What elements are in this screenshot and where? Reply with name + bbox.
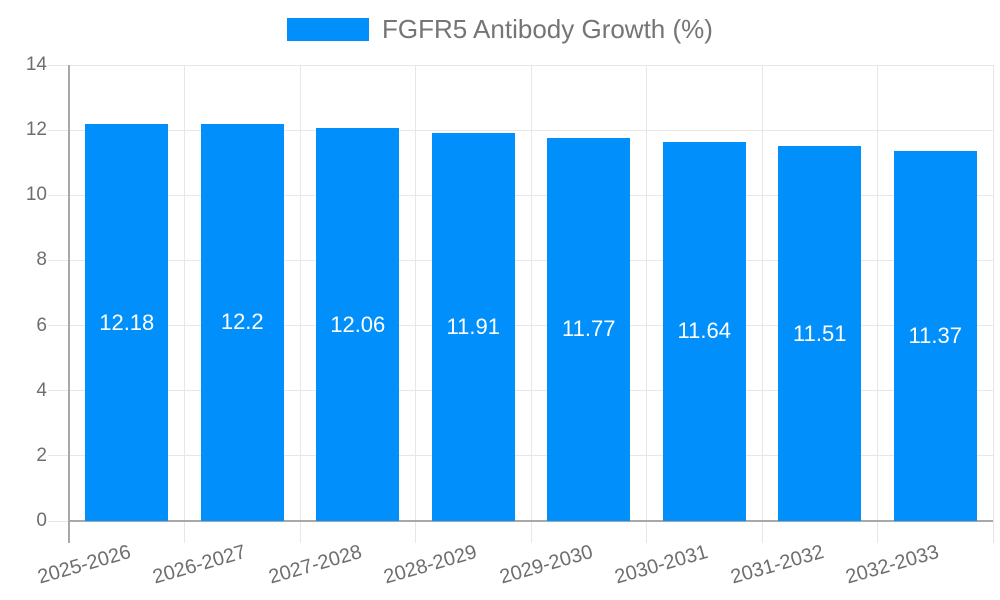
bar-2028-2029 xyxy=(431,133,515,521)
bar-2026-2027 xyxy=(200,123,284,521)
y-tick-label: 0 xyxy=(36,510,47,531)
bar-2027-2028 xyxy=(316,128,400,521)
bar-value-label: 11.51 xyxy=(793,320,847,346)
grid-line-x xyxy=(299,65,301,543)
bar-value-label: 11.91 xyxy=(446,314,500,340)
grid-line-x xyxy=(184,65,185,543)
grid-line-y xyxy=(48,194,993,196)
y-axis-line xyxy=(68,65,70,543)
bar-value-label: 12.18 xyxy=(99,309,155,335)
y-tick-label: 6 xyxy=(36,314,47,336)
grid-line-x xyxy=(530,65,532,543)
bar-value-label: 12.2 xyxy=(220,309,264,335)
legend-label: FGFR5 Antibody Growth (%) xyxy=(382,14,713,44)
bar-value-label: 12.06 xyxy=(330,311,386,337)
grid-line-x xyxy=(877,65,878,543)
legend-swatch xyxy=(287,17,370,41)
y-tick-label: 10 xyxy=(25,184,47,206)
grid-line-x xyxy=(415,65,416,543)
y-tick-label: 12 xyxy=(25,119,47,141)
x-axis-line xyxy=(69,520,993,522)
bar-2025-2026 xyxy=(85,124,169,521)
bar-value-label: 11.37 xyxy=(908,322,962,348)
bar-2032-2033 xyxy=(893,150,977,521)
y-tick-label: 14 xyxy=(25,54,47,75)
grid-line-y xyxy=(48,64,993,66)
grid-line-y xyxy=(48,129,993,131)
bar-2030-2031 xyxy=(662,141,746,521)
bar-value-label: 11.64 xyxy=(677,318,731,344)
grid-line-x xyxy=(761,65,763,543)
bar-2031-2032 xyxy=(778,146,862,521)
bar-value-label: 11.77 xyxy=(562,316,616,342)
y-tick-label: 8 xyxy=(36,249,47,271)
grid-line-x xyxy=(992,65,994,543)
grid-line-y xyxy=(48,325,993,327)
grid-line-y xyxy=(48,455,993,457)
grid-line-y xyxy=(48,259,993,261)
y-tick-label: 2 xyxy=(36,444,47,466)
bar-2029-2030 xyxy=(547,137,631,521)
legend[interactable]: FGFR5 Antibody Growth (%) xyxy=(0,14,1000,44)
grid-line-x xyxy=(646,65,647,543)
y-tick-label: 4 xyxy=(36,379,47,401)
grid-line-y xyxy=(48,390,993,392)
